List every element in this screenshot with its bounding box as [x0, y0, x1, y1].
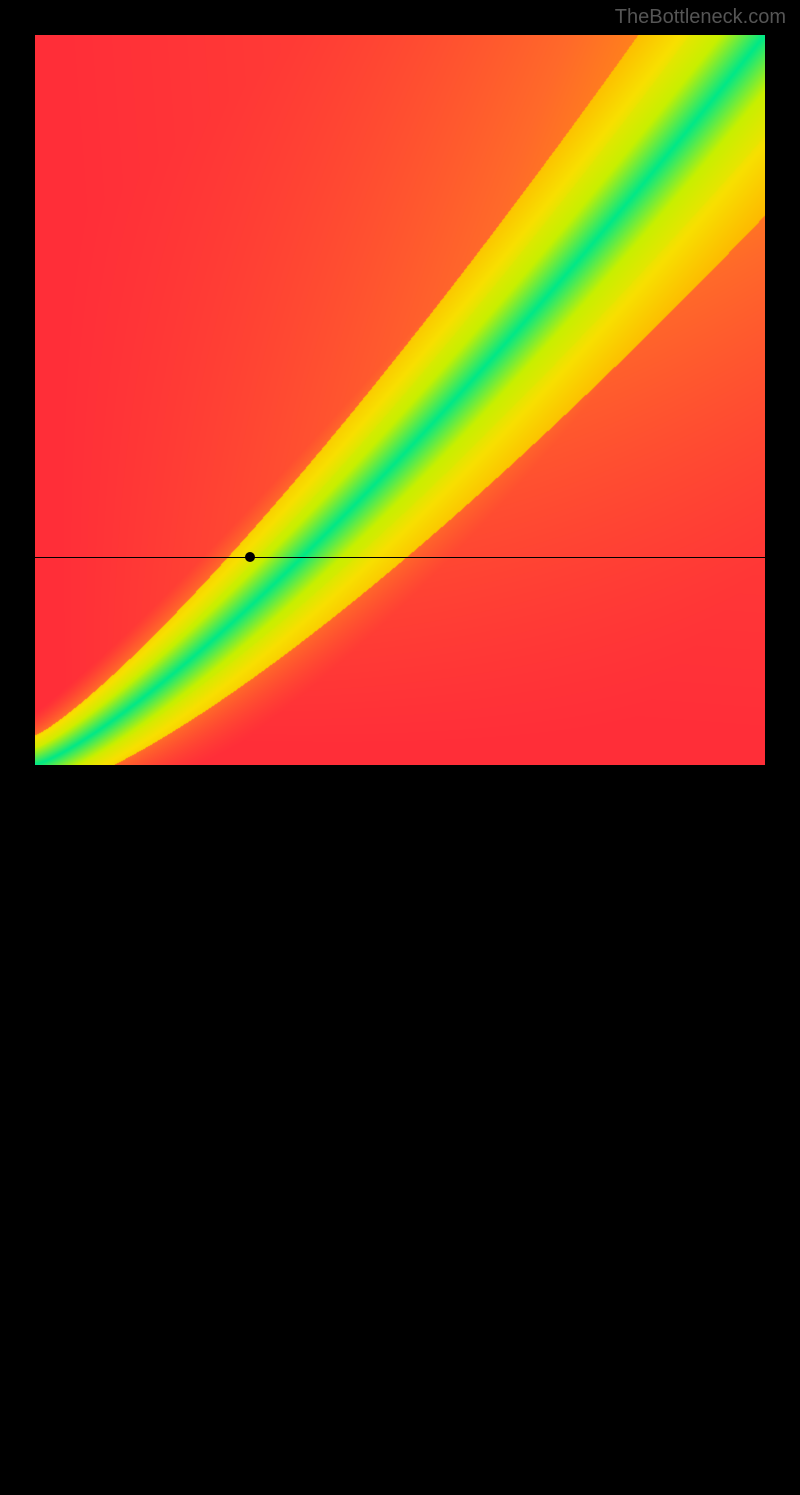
crosshair-horizontal: [35, 557, 765, 558]
heatmap-plot: [35, 35, 765, 765]
crosshair-vertical: [250, 765, 251, 1495]
heatmap-canvas: [35, 35, 765, 765]
crosshair-marker: [245, 552, 255, 562]
watermark-text: TheBottleneck.com: [615, 6, 786, 29]
